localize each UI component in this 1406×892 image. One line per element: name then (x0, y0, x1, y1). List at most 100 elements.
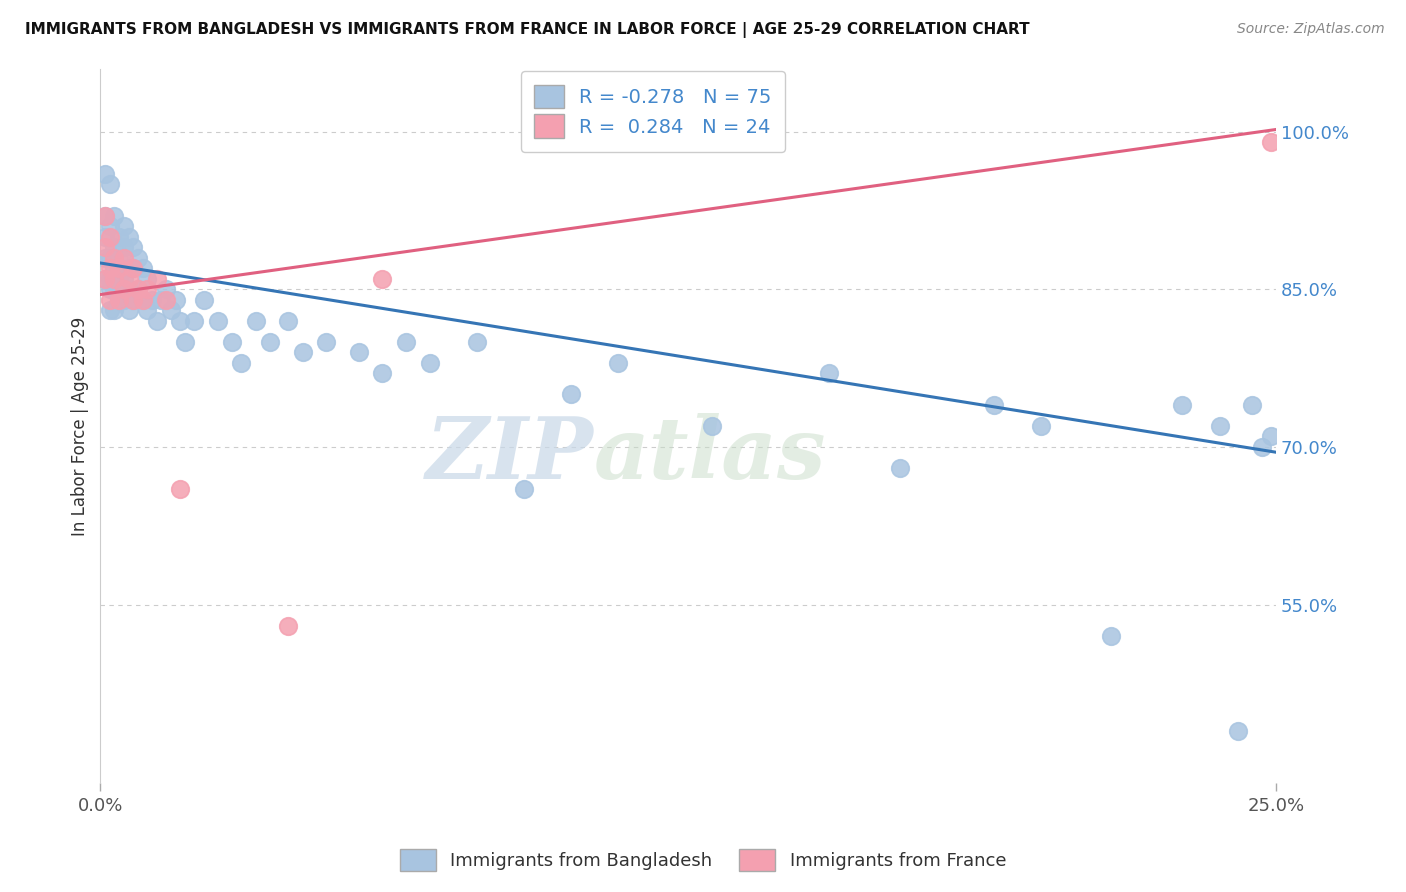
Point (245, 314, 267, 328)
Point (231, 356, 253, 370)
Point (117, 229, 139, 244)
Point (127, 282, 149, 296)
Point (1099, 629, 1122, 643)
Point (183, 314, 205, 328)
Point (1260, 429, 1282, 443)
Point (103, 272, 125, 286)
Point (112, 251, 135, 265)
Point (94, 167, 117, 181)
Point (418, 356, 440, 370)
Point (127, 282, 149, 296)
Point (465, 334, 488, 349)
Point (347, 345, 370, 359)
Point (94, 251, 117, 265)
Point (983, 398, 1005, 412)
Point (1208, 419, 1230, 434)
Point (1227, 723, 1250, 738)
Point (103, 240, 125, 254)
Point (371, 272, 394, 286)
Point (98, 219, 121, 234)
Point (103, 282, 125, 296)
Point (122, 240, 145, 254)
Point (112, 282, 135, 296)
Point (103, 251, 125, 265)
Point (117, 261, 139, 276)
Point (818, 367, 841, 381)
Point (108, 251, 131, 265)
Point (131, 293, 153, 307)
Point (112, 240, 135, 254)
Point (136, 282, 159, 296)
Point (174, 334, 197, 349)
Point (259, 334, 281, 349)
Point (169, 482, 191, 496)
Point (291, 345, 314, 359)
Legend: Immigrants from Bangladesh, Immigrants from France: Immigrants from Bangladesh, Immigrants f… (392, 842, 1014, 879)
Point (606, 356, 628, 370)
Point (277, 314, 299, 328)
Point (889, 461, 911, 475)
Point (94, 272, 117, 286)
Point (112, 272, 135, 286)
Point (108, 293, 131, 307)
Point (155, 282, 177, 296)
Point (94, 240, 117, 254)
Text: ZIP: ZIP (426, 413, 595, 496)
Point (122, 293, 145, 307)
Point (1260, 135, 1282, 149)
Point (122, 293, 145, 307)
Y-axis label: In Labor Force | Age 25-29: In Labor Force | Age 25-29 (72, 317, 89, 535)
Point (700, 419, 723, 434)
Point (108, 272, 131, 286)
Point (122, 261, 145, 276)
Point (103, 261, 125, 276)
Legend: R = -0.278   N = 75, R =  0.284   N = 24: R = -0.278 N = 75, R = 0.284 N = 24 (520, 71, 785, 152)
Point (221, 334, 243, 349)
Point (131, 293, 153, 307)
Point (98, 303, 121, 318)
Text: atlas: atlas (595, 413, 827, 496)
Point (94, 272, 117, 286)
Point (94, 209, 117, 223)
Text: IMMIGRANTS FROM BANGLADESH VS IMMIGRANTS FROM FRANCE IN LABOR FORCE | AGE 25-29 : IMMIGRANTS FROM BANGLADESH VS IMMIGRANTS… (25, 22, 1031, 38)
Text: Source: ZipAtlas.com: Source: ZipAtlas.com (1237, 22, 1385, 37)
Point (395, 334, 418, 349)
Point (94, 209, 117, 223)
Point (117, 303, 139, 318)
Point (108, 261, 131, 276)
Point (169, 314, 191, 328)
Point (1250, 440, 1272, 454)
Point (165, 293, 187, 307)
Point (108, 293, 131, 307)
Point (160, 303, 183, 318)
Point (94, 229, 117, 244)
Point (193, 293, 215, 307)
Point (141, 293, 163, 307)
Point (150, 293, 173, 307)
Point (98, 229, 121, 244)
Point (117, 272, 139, 286)
Point (560, 387, 582, 401)
Point (98, 177, 121, 191)
Point (122, 261, 145, 276)
Point (512, 482, 534, 496)
Point (127, 251, 149, 265)
Point (136, 272, 159, 286)
Point (131, 261, 153, 276)
Point (117, 282, 139, 296)
Point (98, 261, 121, 276)
Point (112, 219, 135, 234)
Point (98, 282, 121, 296)
Point (371, 367, 394, 381)
Point (103, 209, 125, 223)
Point (108, 229, 131, 244)
Point (98, 293, 121, 307)
Point (1171, 398, 1194, 412)
Point (112, 293, 135, 307)
Point (1241, 398, 1264, 412)
Point (136, 303, 159, 318)
Point (315, 334, 337, 349)
Point (98, 272, 121, 286)
Point (146, 314, 169, 328)
Point (1029, 419, 1052, 434)
